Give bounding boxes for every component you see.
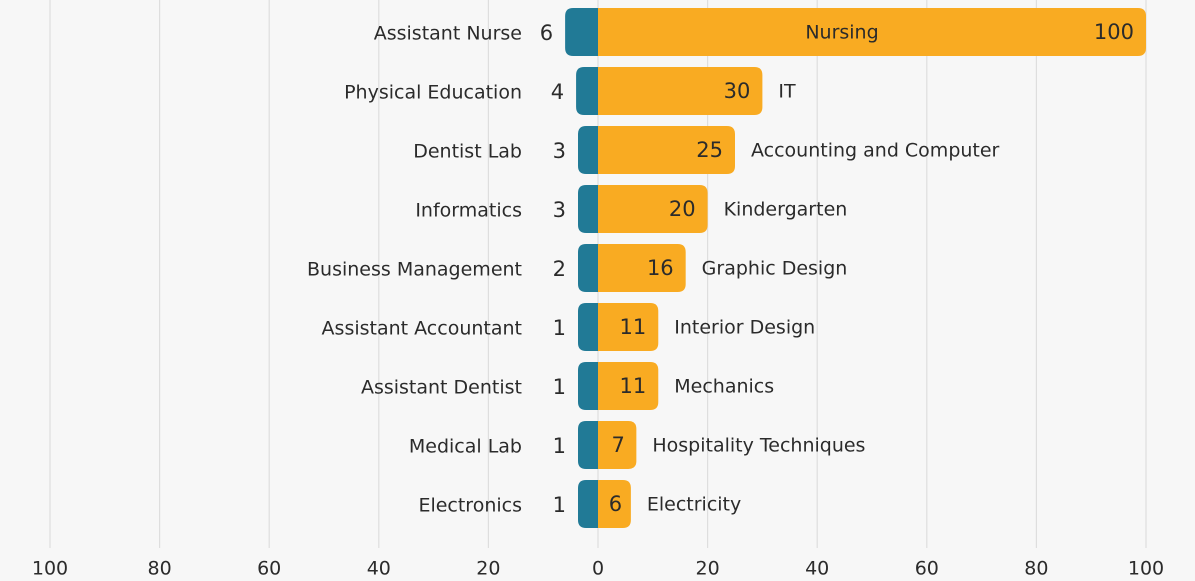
right-category-label: Nursing: [805, 22, 878, 44]
x-tick-label: 20: [476, 558, 500, 580]
left-category-label: Dentist Lab: [413, 141, 522, 163]
right-category-label: IT: [778, 81, 796, 103]
left-category-label: Electronics: [418, 495, 522, 517]
left-category-label: Physical Education: [344, 82, 522, 104]
left-bar: [578, 126, 598, 174]
right-bar: [598, 303, 659, 351]
right-category-label: Accounting and Computer: [751, 140, 1000, 162]
x-tick-label: 80: [1024, 558, 1048, 580]
right-value-label: 11: [620, 374, 647, 398]
right-category-label: Graphic Design: [702, 258, 848, 280]
right-bar: [598, 185, 708, 233]
right-bar: [598, 421, 637, 469]
left-category-label: Business Management: [307, 259, 522, 281]
x-tick-label: 100: [1128, 558, 1164, 580]
right-value-label: 6: [609, 492, 622, 516]
right-value-label: 100: [1094, 20, 1134, 44]
left-value-label: 3: [553, 139, 566, 163]
right-category-label: Hospitality Techniques: [652, 435, 865, 457]
x-tick-label: 40: [805, 558, 829, 580]
left-value-label: 2: [553, 257, 566, 281]
x-tick-label: 100: [32, 558, 68, 580]
left-bar: [578, 303, 598, 351]
x-tick-label: 0: [592, 558, 604, 580]
right-bar: [598, 8, 1146, 56]
x-tick-label: 60: [915, 558, 939, 580]
left-category-label: Informatics: [415, 200, 522, 222]
left-category-label: Medical Lab: [409, 436, 522, 458]
left-value-label: 1: [553, 316, 566, 340]
left-category-label: Assistant Nurse: [374, 23, 522, 45]
left-value-label: 1: [553, 375, 566, 399]
left-category-label: Assistant Accountant: [322, 318, 522, 340]
right-value-label: 11: [620, 315, 647, 339]
x-tick-label: 80: [148, 558, 172, 580]
left-value-label: 1: [553, 434, 566, 458]
right-category-label: Interior Design: [674, 317, 815, 339]
right-category-label: Mechanics: [674, 376, 774, 398]
right-value-label: 16: [647, 256, 674, 280]
right-bar: [598, 126, 735, 174]
right-category-label: Electricity: [647, 494, 741, 516]
right-bar: [598, 67, 763, 115]
left-bar: [578, 244, 598, 292]
left-value-label: 4: [551, 80, 564, 104]
x-tick-label: 60: [257, 558, 281, 580]
x-tick-label: 20: [696, 558, 720, 580]
left-bar: [578, 362, 598, 410]
right-bar: [598, 244, 686, 292]
left-category-label: Assistant Dentist: [361, 377, 522, 399]
right-value-label: 30: [724, 79, 751, 103]
left-bar: [565, 8, 598, 56]
left-bar: [578, 421, 598, 469]
right-value-label: 20: [669, 197, 696, 221]
right-bar: [598, 480, 631, 528]
left-bar: [576, 67, 598, 115]
left-value-label: 6: [540, 21, 553, 45]
right-bar: [598, 362, 659, 410]
right-category-label: Kindergarten: [724, 199, 848, 221]
x-tick-label: 40: [367, 558, 391, 580]
right-value-label: 7: [611, 433, 624, 457]
left-value-label: 1: [553, 493, 566, 517]
left-value-label: 3: [553, 198, 566, 222]
left-bar: [578, 185, 598, 233]
left-bar: [578, 480, 598, 528]
right-value-label: 25: [696, 138, 723, 162]
